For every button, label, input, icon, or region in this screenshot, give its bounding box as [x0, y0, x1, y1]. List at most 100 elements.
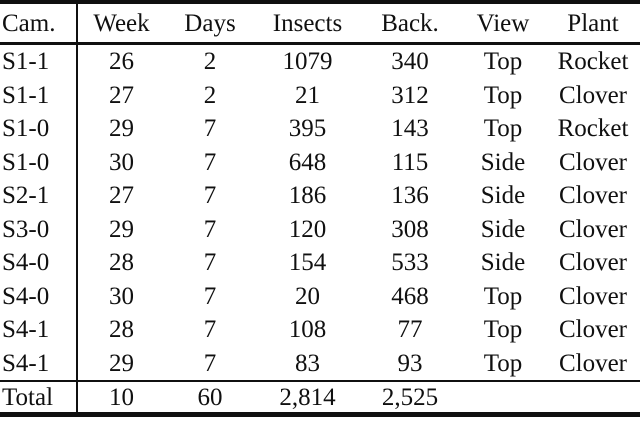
table-cell: 143	[391, 115, 429, 143]
cam-cell: S1-1	[0, 43, 78, 79]
col-header-week: Week	[77, 2, 165, 45]
table-cell: 28	[109, 316, 134, 344]
table-cell: 120	[288, 215, 327, 243]
table-cell: 7	[203, 249, 217, 277]
total-weeks-cell: 10	[77, 380, 165, 415]
table-cell: 28	[109, 249, 134, 277]
table-cell: Side	[480, 182, 526, 210]
table-cell: 7	[203, 349, 217, 377]
table-cell: 115	[391, 148, 429, 176]
table-cell: 7	[203, 115, 217, 143]
table-cell: 26	[109, 48, 134, 76]
cam-cell: S2-1	[0, 179, 78, 213]
table-cell: 29	[109, 115, 134, 143]
total-view-cell	[460, 380, 546, 415]
table-cell: 7	[203, 282, 217, 310]
table-cell: Rocket	[557, 48, 629, 76]
table-cell: Side	[480, 148, 526, 176]
col-header-days: Days	[165, 2, 255, 45]
cam-cell: S4-1	[0, 346, 78, 381]
cam-cell: S3-0	[0, 212, 78, 246]
table-cell: 312	[391, 81, 429, 109]
table-cell: 154	[288, 249, 327, 277]
table-cell: 7	[203, 215, 217, 243]
table-cell: 21	[295, 81, 320, 109]
table-cell: Clover	[558, 182, 628, 210]
total-row: Total 10 60 2,814 2,525	[0, 380, 640, 415]
table-cell: 108	[288, 316, 327, 344]
table-cell: Rocket	[557, 115, 629, 143]
table-cell: Side	[480, 249, 526, 277]
table-cell: 93	[397, 349, 423, 377]
table-cell: Side	[480, 215, 526, 243]
table-cell: 29	[109, 349, 134, 377]
table-cell: 83	[295, 349, 320, 377]
cam-cell: S4-0	[0, 279, 78, 313]
table-cell: Clover	[558, 81, 628, 109]
table-cell: 2	[203, 81, 217, 109]
total-plant-cell	[546, 380, 640, 415]
table-cell: 136	[391, 182, 429, 210]
table-cell: 29	[109, 215, 134, 243]
table-cell: Clover	[558, 215, 628, 243]
total-label: Total	[0, 380, 78, 415]
col-header-cam: Cam.	[0, 2, 78, 45]
cam-cell: S4-0	[0, 246, 78, 280]
cam-cell: S1-0	[0, 112, 78, 146]
table-footer: Total 10 60 2,814 2,525	[0, 380, 640, 415]
table-row: S1-1 26 2 1079 340 Top Rocket	[0, 43, 640, 79]
table-cell: Top	[483, 115, 523, 143]
table-header: Cam. Week Days Insects Back. View Plant	[0, 2, 640, 45]
table-cell: Clover	[558, 148, 628, 176]
table-cell: 27	[109, 81, 134, 109]
table-cell: 7	[203, 148, 217, 176]
table-row: S1-1 27 2 21 312 Top Clover	[0, 78, 640, 112]
cam-cell: S1-1	[0, 78, 78, 112]
table-cell: 340	[391, 48, 429, 76]
table-cell: Top	[483, 316, 523, 344]
table-cell: 468	[391, 282, 429, 310]
table-cell: 308	[391, 215, 429, 243]
table-cell: 20	[295, 282, 320, 310]
table-cell: 1079	[282, 48, 333, 76]
table-cell: 533	[391, 249, 429, 277]
total-insects-cell: 2,814	[255, 380, 360, 415]
table-cell: 7	[203, 182, 217, 210]
table-row: S4-0 30 7 20 468 Top Clover	[0, 279, 640, 313]
table-cell: 2	[203, 48, 217, 76]
table-row: S4-0 28 7 154 533 Side Clover	[0, 246, 640, 280]
table-row: S1-0 30 7 648 115 Side Clover	[0, 145, 640, 179]
cam-cell: S4-1	[0, 313, 78, 347]
table-cell: 395	[288, 115, 327, 143]
col-header-plant: Plant	[546, 2, 640, 45]
total-days-cell: 60	[165, 380, 255, 415]
table-cell: 186	[288, 182, 327, 210]
table-cell: Top	[483, 349, 523, 377]
col-header-view: View	[460, 2, 546, 45]
table-cell: Clover	[558, 249, 628, 277]
table-cell: 27	[109, 182, 134, 210]
observations-table: Cam. Week Days Insects Back. View Plant …	[0, 0, 640, 417]
table-cell: 77	[397, 316, 423, 344]
total-back-cell: 2,525	[360, 380, 460, 415]
header-row: Cam. Week Days Insects Back. View Plant	[0, 2, 640, 45]
col-header-back: Back.	[360, 2, 460, 45]
table-cell: Top	[483, 48, 523, 76]
table-cell: Clover	[558, 349, 628, 377]
table-row: S1-0 29 7 395 143 Top Rocket	[0, 112, 640, 146]
table-row: S4-1 28 7 108 77 Top Clover	[0, 313, 640, 347]
table-body: S1-1 26 2 1079 340 Top Rocket S1-1 27 2 21 312 Top Cl…	[0, 43, 640, 381]
table-cell: 7	[203, 316, 217, 344]
table-cell: Top	[483, 282, 523, 310]
cam-cell: S1-0	[0, 145, 78, 179]
table-cell: Clover	[558, 316, 628, 344]
table-row: S3-0 29 7 120 308 Side Clover	[0, 212, 640, 246]
col-header-insects: Insects	[255, 2, 360, 45]
table-row: S4-1 29 7 83 93 Top Clover	[0, 346, 640, 381]
table-cell: Clover	[558, 282, 628, 310]
table-cell: 648	[288, 148, 327, 176]
table-row: S2-1 27 7 186 136 Side Clover	[0, 179, 640, 213]
table-cell: Top	[483, 81, 523, 109]
table-cell: 30	[109, 148, 134, 176]
